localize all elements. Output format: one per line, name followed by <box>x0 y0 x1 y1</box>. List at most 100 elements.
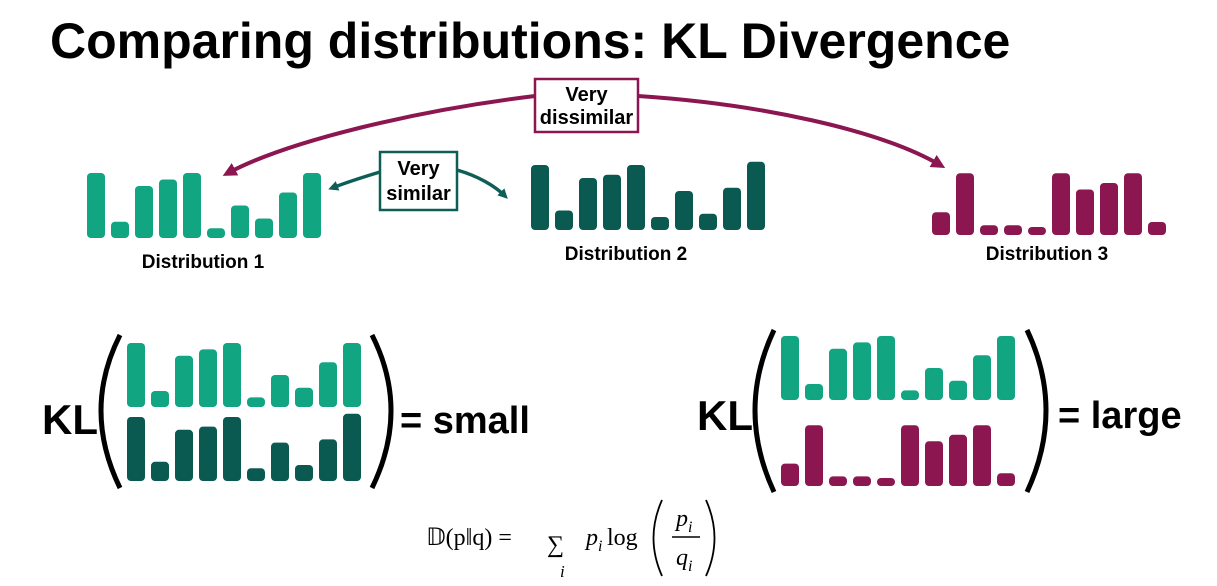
similar-arrow-left <box>328 170 381 191</box>
distribution-3-bar-8 <box>1100 183 1118 235</box>
distribution-2-chart <box>531 161 765 230</box>
distribution-1-bar-3 <box>135 186 153 238</box>
distribution-2-bar-10 <box>747 161 765 230</box>
kl-large-p-bar-1 <box>781 336 799 400</box>
kl-small-q-bar-5 <box>223 417 241 481</box>
formula-term-sub: i <box>598 538 602 555</box>
kl-large-q-bar-7 <box>925 441 943 486</box>
kl-formula: 𝔻(p‖q) = ∑ i p i log p i q i <box>426 499 716 581</box>
kl-large-p-bar-3 <box>829 348 847 400</box>
right-paren-icon <box>369 333 394 490</box>
kl-large-p-bar-4 <box>853 342 871 400</box>
kl-large-q-bar-2 <box>805 425 823 486</box>
kl-large-q-bar-8 <box>949 434 967 486</box>
kl-small-q-bar-9 <box>319 439 337 481</box>
kl-large-q-chart <box>781 425 1015 486</box>
formula-term: p <box>584 525 598 551</box>
formula-right-paren-icon <box>705 499 716 577</box>
distribution-3-bar-6 <box>1052 173 1070 235</box>
dissimilar-line-1: Very <box>565 84 608 106</box>
kl-large-q-bar-6 <box>901 425 919 486</box>
formula-lhs: 𝔻(p‖q) = <box>426 525 512 551</box>
similar-arrow-right <box>456 168 508 199</box>
kl-small-p-bar-7 <box>271 375 289 407</box>
fraction-numerator-sub: i <box>688 519 692 536</box>
sum-index: i <box>560 562 565 581</box>
kl-small-p-bar-4 <box>199 349 217 407</box>
distribution-2-bar-3 <box>579 178 597 230</box>
kl-small-p-bar-5 <box>223 343 241 407</box>
similar-annotation: Very similar <box>378 150 459 212</box>
dissimilar-line-2: dissimilar <box>540 107 634 129</box>
kl-large-q-bar-1 <box>781 463 799 486</box>
kl-small-q-bar-3 <box>175 429 193 481</box>
kl-small-comparison: KL = small <box>42 333 530 490</box>
kl-small-p-bar-2 <box>151 391 169 407</box>
kl-large-p-bar-2 <box>805 384 823 400</box>
kl-large-q-bar-4 <box>853 476 871 486</box>
left-paren-icon <box>752 328 777 494</box>
kl-small-q-bar-10 <box>343 413 361 481</box>
distribution-3-label: Distribution 3 <box>986 244 1108 265</box>
distribution-1-bar-1 <box>87 173 105 238</box>
kl-small-q-bar-4 <box>199 426 217 481</box>
distribution-3-bar-7 <box>1076 189 1094 235</box>
fraction-numerator: p <box>674 506 688 532</box>
dissimilar-arrow-right <box>637 94 946 169</box>
kl-small-q-bar-2 <box>151 461 169 481</box>
kl-small-p-bar-8 <box>295 387 313 407</box>
kl-small-q-bar-8 <box>295 465 313 481</box>
kl-large-p-bar-10 <box>997 336 1015 400</box>
kl-large-q-bar-3 <box>829 476 847 486</box>
kl-small-q-bar-7 <box>271 442 289 481</box>
kl-small-prefix: KL <box>42 396 98 443</box>
kl-large-p-bar-6 <box>901 390 919 400</box>
kl-small-p-chart <box>127 343 361 407</box>
distribution-2-label: Distribution 2 <box>565 244 687 265</box>
kl-small-result: = small <box>400 400 530 442</box>
formula-log: log <box>607 525 638 551</box>
kl-small-p-bar-9 <box>319 362 337 407</box>
distribution-2-bar-4 <box>603 174 621 230</box>
distribution-2-bar-5 <box>627 165 645 230</box>
formula-left-paren-icon <box>652 499 663 577</box>
kl-large-p-bar-8 <box>949 380 967 400</box>
distribution-2-bar-1 <box>531 165 549 230</box>
distribution-1-bar-10 <box>303 173 321 238</box>
distribution-3-bar-3 <box>980 225 998 235</box>
similar-line-2: similar <box>386 183 451 205</box>
distribution-3-bar-5 <box>1028 227 1046 235</box>
kl-small-p-bar-1 <box>127 343 145 407</box>
kl-large-p-bar-9 <box>973 355 991 400</box>
distribution-1-bar-8 <box>255 218 273 238</box>
left-paren-icon <box>98 333 123 490</box>
fraction-denominator-sub: i <box>688 558 692 575</box>
distribution-2-bar-6 <box>651 217 669 230</box>
dissimilar-annotation: Very dissimilar <box>533 77 640 134</box>
page-title: Comparing distributions: KL Divergence <box>50 13 1010 69</box>
similar-line-1: Very <box>397 158 440 180</box>
kl-large-q-bar-10 <box>997 473 1015 486</box>
distribution-1-bar-6 <box>207 228 225 238</box>
distribution-1-bar-7 <box>231 205 249 238</box>
kl-large-p-bar-7 <box>925 368 943 400</box>
kl-small-q-chart <box>127 413 361 481</box>
kl-small-q-bar-1 <box>127 417 145 481</box>
kl-large-q-bar-9 <box>973 425 991 486</box>
kl-small-q-bar-6 <box>247 468 265 481</box>
fraction-denominator: q <box>676 545 688 571</box>
distribution-1-bar-5 <box>183 173 201 238</box>
sum-icon: ∑ <box>547 532 564 558</box>
kl-large-result: = large <box>1058 395 1182 437</box>
distribution-2-bar-7 <box>675 191 693 230</box>
distribution-3-bar-10 <box>1148 222 1166 235</box>
kl-large-comparison: KL = large <box>697 328 1182 494</box>
kl-small-p-bar-3 <box>175 355 193 407</box>
kl-small-p-bar-10 <box>343 343 361 407</box>
distribution-3-chart <box>932 173 1166 235</box>
distribution-1-bar-9 <box>279 192 297 238</box>
distribution-1-bar-4 <box>159 179 177 238</box>
distribution-1-chart <box>87 173 321 238</box>
kl-small-p-bar-6 <box>247 397 265 407</box>
